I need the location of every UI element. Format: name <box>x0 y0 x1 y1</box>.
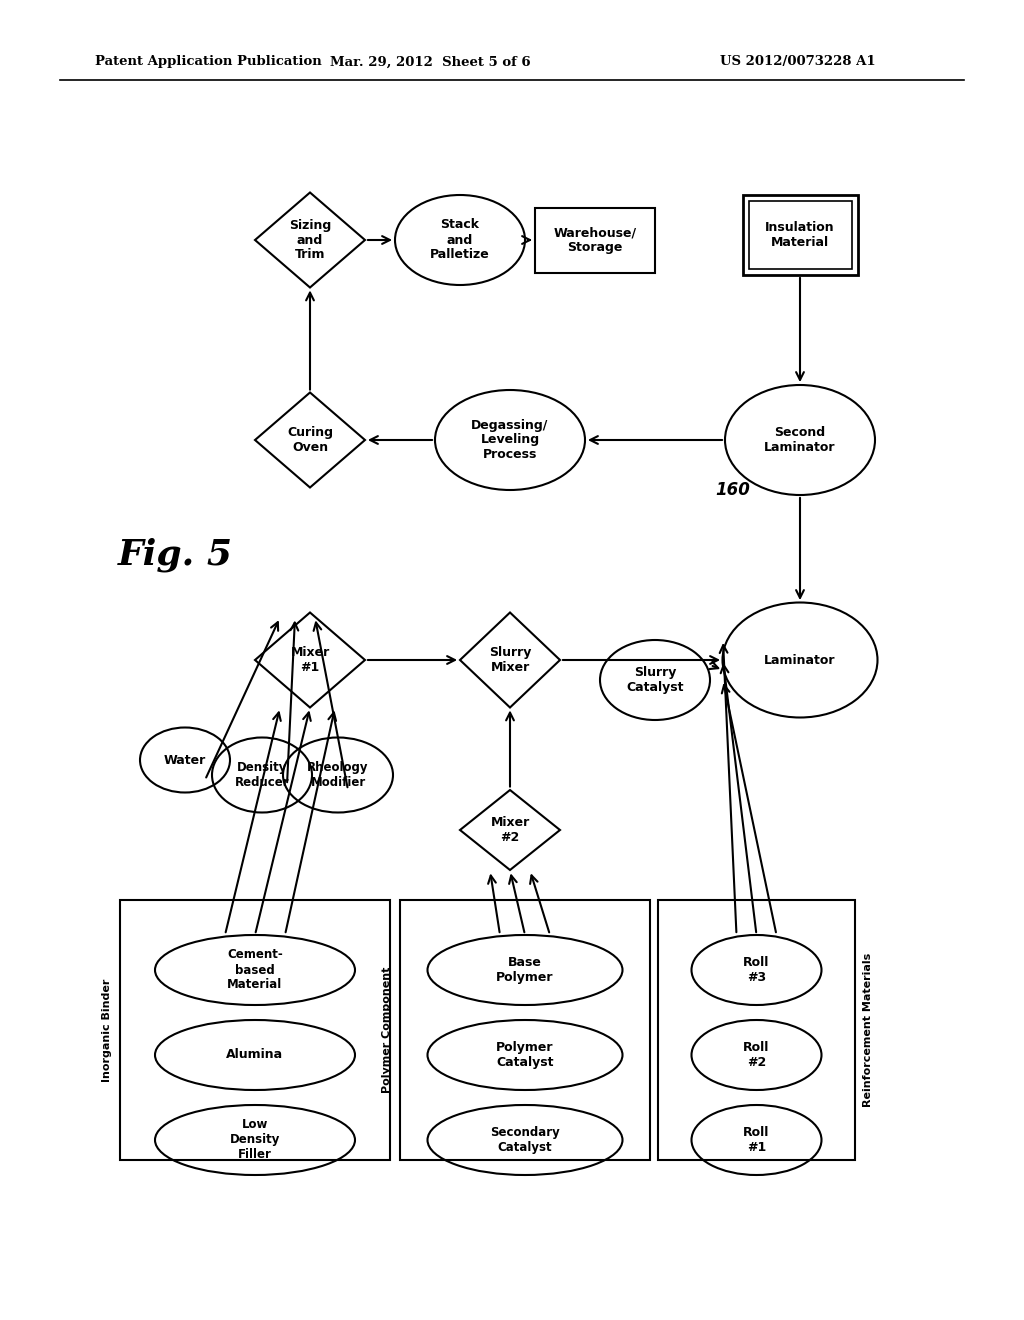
Text: Warehouse/
Storage: Warehouse/ Storage <box>553 226 637 253</box>
Text: Sizing
and
Trim: Sizing and Trim <box>289 219 331 261</box>
Text: Polymer
Catalyst: Polymer Catalyst <box>497 1041 554 1069</box>
Text: Slurry
Mixer: Slurry Mixer <box>488 645 531 675</box>
Text: Inorganic Binder: Inorganic Binder <box>102 978 112 1081</box>
Text: Roll
#1: Roll #1 <box>743 1126 770 1154</box>
Text: Water: Water <box>164 754 206 767</box>
Text: Low
Density
Filler: Low Density Filler <box>229 1118 281 1162</box>
Text: Mar. 29, 2012  Sheet 5 of 6: Mar. 29, 2012 Sheet 5 of 6 <box>330 55 530 69</box>
Text: Mixer
#1: Mixer #1 <box>291 645 330 675</box>
Text: Slurry
Catalyst: Slurry Catalyst <box>627 667 684 694</box>
Text: Alumina: Alumina <box>226 1048 284 1061</box>
Bar <box>535 207 655 272</box>
Text: Density
Reducer: Density Reducer <box>234 762 290 789</box>
Bar <box>400 900 650 1160</box>
Text: Roll
#2: Roll #2 <box>743 1041 770 1069</box>
Text: Fig. 5: Fig. 5 <box>118 537 232 573</box>
Text: Polymer Component: Polymer Component <box>382 966 392 1093</box>
Text: Laminator: Laminator <box>764 653 836 667</box>
Bar <box>742 195 857 275</box>
Text: Roll
#3: Roll #3 <box>743 956 770 983</box>
Text: Second
Laminator: Second Laminator <box>764 426 836 454</box>
Text: Reinforcement Materials: Reinforcement Materials <box>863 953 873 1107</box>
Bar <box>120 900 390 1160</box>
Text: Insulation
Material: Insulation Material <box>765 220 835 249</box>
Bar <box>658 900 855 1160</box>
Text: Rheology
Modifier: Rheology Modifier <box>307 762 369 789</box>
Bar <box>749 201 852 269</box>
Text: US 2012/0073228 A1: US 2012/0073228 A1 <box>720 55 876 69</box>
Text: Stack
and
Palletize: Stack and Palletize <box>430 219 489 261</box>
Text: Mixer
#2: Mixer #2 <box>490 816 529 843</box>
Text: Curing
Oven: Curing Oven <box>287 426 333 454</box>
Text: 160: 160 <box>715 480 750 499</box>
Text: Secondary
Catalyst: Secondary Catalyst <box>490 1126 560 1154</box>
Text: Patent Application Publication: Patent Application Publication <box>95 55 322 69</box>
Text: Degassing/
Leveling
Process: Degassing/ Leveling Process <box>471 418 549 462</box>
Text: Cement-
based
Material: Cement- based Material <box>227 949 283 991</box>
Text: Base
Polymer: Base Polymer <box>497 956 554 983</box>
